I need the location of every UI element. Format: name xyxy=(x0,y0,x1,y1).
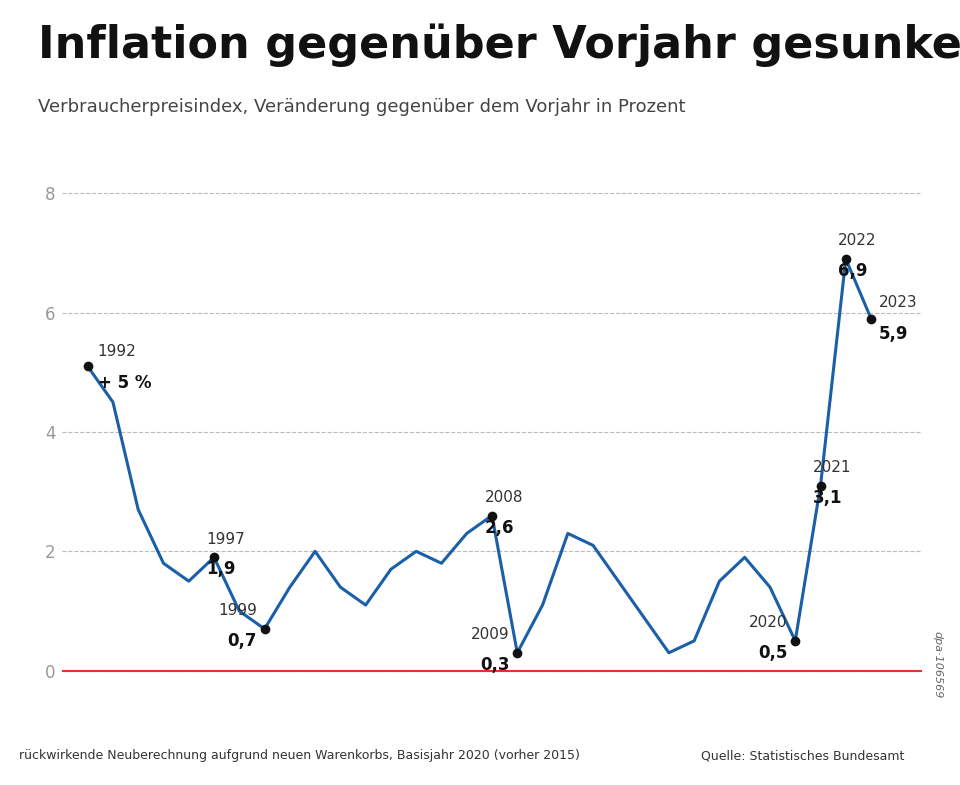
Text: 1,9: 1,9 xyxy=(206,560,236,579)
Text: Quelle: Statistisches Bundesamt: Quelle: Statistisches Bundesamt xyxy=(701,749,904,762)
Text: 2008: 2008 xyxy=(485,490,523,505)
Text: 0,5: 0,5 xyxy=(758,644,787,662)
Text: 0,3: 0,3 xyxy=(480,655,510,674)
Text: 2,6: 2,6 xyxy=(485,519,514,536)
Text: dpa·106569: dpa·106569 xyxy=(933,631,943,699)
Text: 2023: 2023 xyxy=(878,294,917,309)
Text: 5,9: 5,9 xyxy=(878,324,908,342)
Text: 1997: 1997 xyxy=(206,531,245,546)
Text: 1992: 1992 xyxy=(98,344,136,360)
Text: 3,1: 3,1 xyxy=(813,489,843,506)
Text: rückwirkende Neuberechnung aufgrund neuen Warenkorbs, Basisjahr 2020 (vorher 201: rückwirkende Neuberechnung aufgrund neue… xyxy=(19,749,580,762)
Text: 1999: 1999 xyxy=(218,603,257,618)
Text: 2020: 2020 xyxy=(749,615,787,630)
Text: 2009: 2009 xyxy=(471,627,510,642)
Text: Verbraucherpreisindex, Veränderung gegenüber dem Vorjahr in Prozent: Verbraucherpreisindex, Veränderung gegen… xyxy=(38,98,685,116)
Text: 2021: 2021 xyxy=(813,460,852,475)
Text: 6,9: 6,9 xyxy=(838,262,868,280)
Text: 2022: 2022 xyxy=(838,233,876,248)
Text: + 5 %: + 5 % xyxy=(98,374,152,392)
Text: 0,7: 0,7 xyxy=(228,632,257,650)
Text: Inflation gegenüber Vorjahr gesunken: Inflation gegenüber Vorjahr gesunken xyxy=(38,24,960,68)
